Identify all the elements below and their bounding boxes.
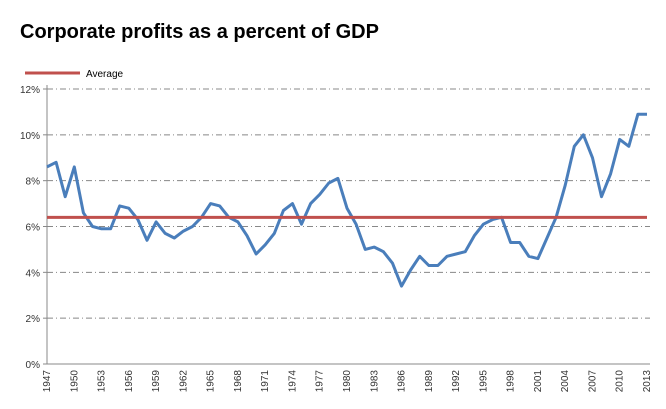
y-tick-label: 4% (26, 268, 41, 279)
x-tick-label: 1977 (315, 370, 326, 393)
y-tick-label: 12% (20, 85, 40, 96)
x-tick-label: 1965 (206, 370, 217, 393)
y-tick-label: 10% (20, 131, 40, 142)
x-tick-label: 1971 (260, 370, 271, 393)
x-tick-label: 1989 (424, 370, 435, 393)
x-tick-label: 1980 (342, 370, 353, 393)
x-tick-label: 2004 (560, 370, 571, 393)
y-tick-label: 6% (26, 223, 41, 234)
x-tick-label: 1959 (151, 370, 162, 393)
x-tick-label: 2007 (587, 370, 598, 393)
y-tick-label: 0% (26, 360, 41, 371)
x-tick-label: 2001 (533, 370, 544, 393)
x-tick-label: 1986 (397, 370, 408, 393)
x-tick-label: 1983 (369, 370, 380, 393)
x-tick-label: 1992 (451, 370, 462, 393)
x-tick-label: 1968 (233, 370, 244, 393)
profits-series-line (46, 112, 647, 288)
chart-title: Corporate profits as a percent of GDP (20, 21, 379, 43)
x-tick-label: 1974 (287, 370, 298, 393)
x-tick-label: 1950 (69, 370, 80, 393)
legend-label-average: Average (86, 69, 124, 80)
y-tick-label: 2% (26, 314, 41, 325)
x-tick-label: 1998 (506, 370, 517, 393)
legend: Average (25, 69, 124, 80)
x-tick-label: 1995 (478, 370, 489, 393)
x-tick-label: 2010 (615, 370, 626, 393)
x-tick-label: 1956 (124, 370, 135, 393)
x-tick-label: 2013 (642, 370, 653, 393)
y-tick-label: 8% (26, 177, 41, 188)
x-tick-label: 1962 (178, 370, 189, 393)
x-tick-label: 1953 (97, 370, 108, 393)
x-tick-label: 1947 (42, 370, 53, 393)
